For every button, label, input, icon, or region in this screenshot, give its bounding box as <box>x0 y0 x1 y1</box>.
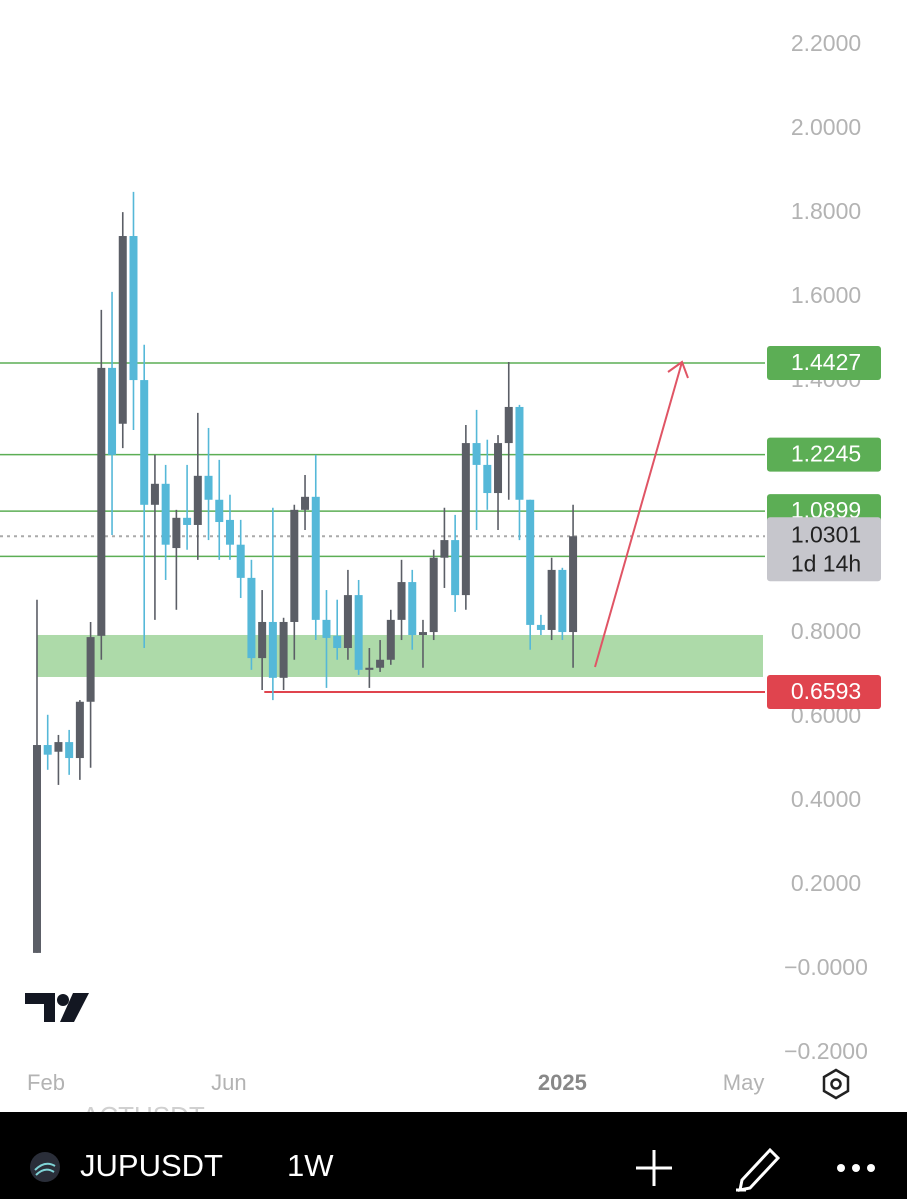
candle-body <box>365 667 374 670</box>
candle-body <box>569 536 578 633</box>
candle-body <box>108 367 117 455</box>
candle-body <box>65 742 74 759</box>
draw-button[interactable] <box>736 1147 781 1192</box>
y-tick-label: 0.4000 <box>791 786 861 812</box>
candle-body <box>43 745 52 755</box>
candle-body <box>494 443 503 494</box>
candle-body <box>161 483 170 545</box>
candle-body <box>290 509 299 622</box>
price-label: 1.2245 <box>791 441 861 467</box>
toolbar <box>0 1112 907 1199</box>
price-label-box <box>767 345 881 380</box>
countdown-label: 1d 14h <box>791 550 861 576</box>
price-label-box <box>767 674 881 709</box>
candle-body <box>472 443 481 465</box>
candle-body <box>376 659 385 668</box>
price-label: 1.4427 <box>791 349 861 375</box>
interval[interactable]: 1W <box>287 1148 334 1183</box>
candle-body <box>86 637 95 702</box>
x-tick-label: May <box>723 1070 765 1095</box>
candle-body <box>333 635 342 649</box>
x-tick-label: Feb <box>27 1070 65 1095</box>
candle-body <box>429 557 438 633</box>
x-tick-label: 2025 <box>538 1070 587 1095</box>
candle-body <box>504 406 513 444</box>
y-tick-label: −0.2000 <box>784 1038 868 1064</box>
y-tick-label: 0.8000 <box>791 618 861 644</box>
y-tick-label: 2.2000 <box>791 30 861 56</box>
symbol[interactable]: JUPUSDT <box>80 1148 223 1183</box>
price-label-box <box>767 437 881 472</box>
candle-body <box>236 544 245 578</box>
y-tick-label: 2.0000 <box>791 114 861 140</box>
candle-body <box>140 380 149 505</box>
candle-body <box>461 443 470 596</box>
candle-body <box>440 540 449 558</box>
candle-body <box>558 569 567 633</box>
add-button[interactable] <box>636 1150 672 1186</box>
candle-body <box>204 475 213 500</box>
candle-body <box>150 483 159 505</box>
settings-button[interactable] <box>822 1068 850 1100</box>
candle-body <box>54 742 63 752</box>
candle-body <box>536 624 545 630</box>
candle-body <box>483 464 492 494</box>
candle-body <box>129 236 138 381</box>
candle-body <box>301 496 310 510</box>
candle-body <box>215 499 224 523</box>
x-tick-label: Jun <box>211 1070 246 1095</box>
candle-body <box>418 632 427 635</box>
candle-body <box>408 582 417 635</box>
candle-body <box>258 621 267 659</box>
candle-body <box>32 745 41 953</box>
candle-body <box>247 577 256 659</box>
last-price-label: 1.0301 <box>791 521 861 547</box>
candle-body <box>183 517 192 525</box>
candle-body <box>118 236 127 424</box>
more-button[interactable] <box>837 1164 875 1172</box>
arrow-drawing <box>594 360 689 668</box>
y-tick-label: −0.0000 <box>784 954 868 980</box>
candle-body <box>172 517 181 549</box>
candle-body <box>547 569 556 630</box>
candle-body <box>279 621 288 678</box>
candle-body <box>268 621 277 678</box>
candle-body <box>343 595 352 649</box>
demand-zone <box>36 634 764 677</box>
candle-body <box>451 540 460 596</box>
symbol-icon <box>30 1152 60 1182</box>
candle-body <box>386 619 395 660</box>
candle-body <box>193 475 202 525</box>
tv-logo <box>25 993 89 1022</box>
candle-body <box>526 499 535 625</box>
candle-body <box>322 619 331 638</box>
y-tick-label: 0.2000 <box>791 870 861 896</box>
candle-body <box>354 595 363 670</box>
y-tick-label: 1.6000 <box>791 282 861 308</box>
price-label: 0.6593 <box>791 678 861 704</box>
candle-body <box>225 519 234 545</box>
candle-body <box>311 496 320 620</box>
last-price-box <box>767 517 881 582</box>
candle-body <box>97 367 106 636</box>
candle-body <box>75 701 84 759</box>
y-tick-label: 1.8000 <box>791 198 861 224</box>
candle-body <box>397 582 406 620</box>
candle-body <box>515 406 524 500</box>
